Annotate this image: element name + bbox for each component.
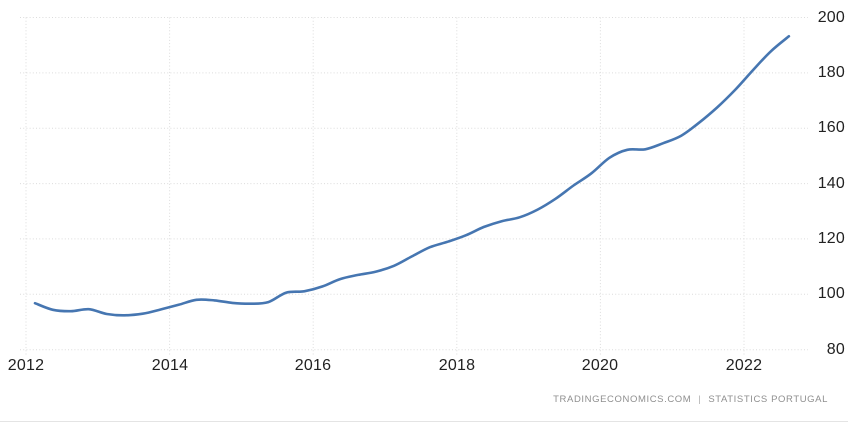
line-chart[interactable] <box>0 0 848 390</box>
chart-footer: TRADINGECONOMICS.COM | STATISTICS PORTUGAL <box>553 394 828 406</box>
grid <box>20 17 808 355</box>
series-line <box>33 35 791 317</box>
footer-attribution-link[interactable]: STATISTICS PORTUGAL <box>708 394 828 405</box>
footer-source-link[interactable]: TRADINGECONOMICS.COM <box>553 394 692 405</box>
footer-separator: | <box>698 394 702 405</box>
